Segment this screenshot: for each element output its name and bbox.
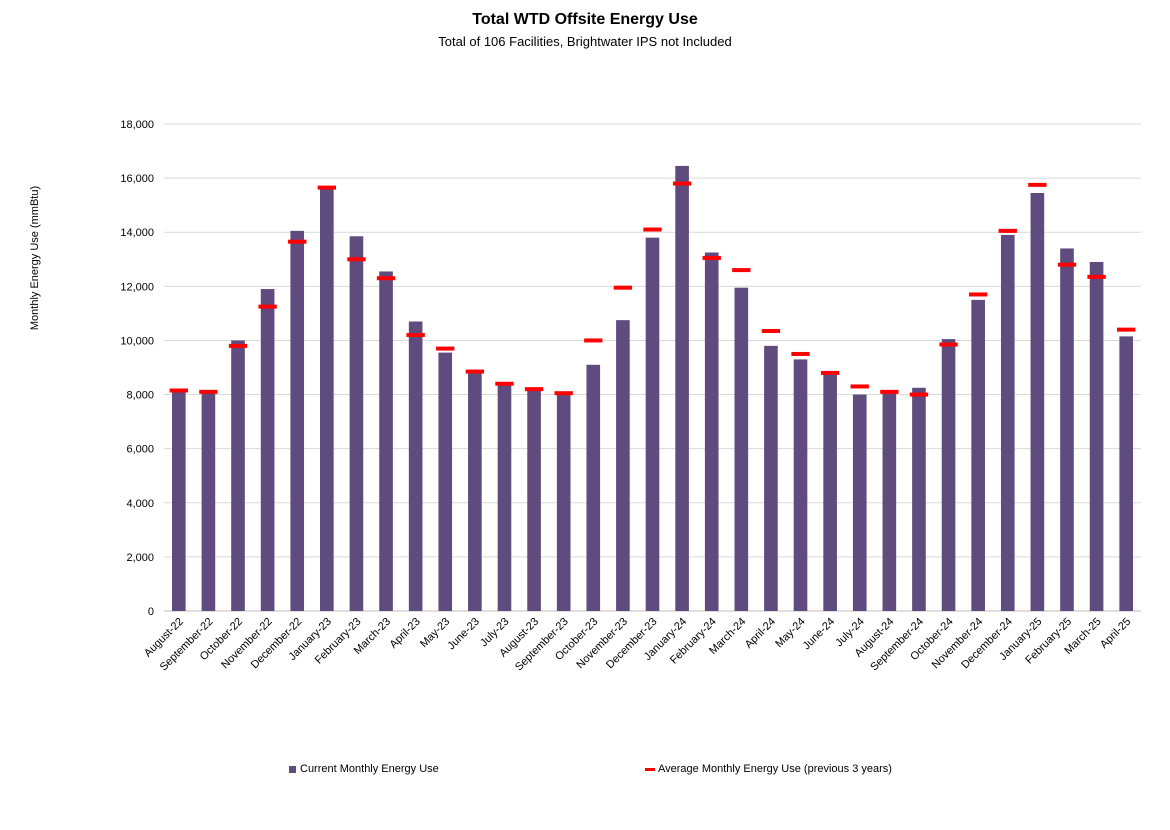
y-tick-label: 18,000 xyxy=(120,119,154,131)
bar-current xyxy=(704,252,719,611)
y-tick-label: 16,000 xyxy=(120,173,154,185)
marker-average xyxy=(761,328,781,333)
marker-average xyxy=(1028,182,1047,187)
bar-current xyxy=(171,390,186,611)
marker-average xyxy=(169,388,188,393)
bar-current xyxy=(231,340,245,611)
x-tick-label: April-23 xyxy=(387,616,422,651)
y-tick-label: 8,000 xyxy=(126,390,154,402)
marker-average xyxy=(288,239,307,244)
marker-average xyxy=(732,268,751,273)
y-tick-label: 12,000 xyxy=(120,281,154,293)
y-tick-label: 0 xyxy=(148,606,154,618)
bar-current xyxy=(1030,192,1045,611)
bar-current xyxy=(616,320,630,611)
marker-average xyxy=(968,292,988,297)
legend-swatch-bar-icon xyxy=(289,765,296,773)
bar-current xyxy=(882,391,897,611)
y-tick-label: 6,000 xyxy=(126,444,154,456)
marker-average xyxy=(228,343,248,348)
marker-average xyxy=(1057,262,1077,267)
marker-average xyxy=(643,227,662,232)
bar-current xyxy=(586,364,601,611)
bar-current xyxy=(260,289,275,611)
marker-average xyxy=(554,391,573,396)
marker-average xyxy=(909,392,929,397)
bar-current xyxy=(852,394,867,611)
bar-current xyxy=(497,383,512,611)
marker-average xyxy=(880,389,899,394)
chart-subtitle: Total of 106 Facilities, Brightwater IPS… xyxy=(438,34,732,49)
bar-series xyxy=(171,165,1134,612)
x-tick-label: June-24 xyxy=(801,616,838,653)
legend-label-average: Average Monthly Energy Use (previous 3 y… xyxy=(658,763,892,775)
marker-average xyxy=(347,257,366,262)
bar-current xyxy=(675,165,689,612)
y-tick-label: 2,000 xyxy=(126,552,154,564)
marker-average xyxy=(436,346,455,351)
marker-average xyxy=(317,185,337,190)
marker-average xyxy=(791,351,810,356)
marker-average xyxy=(495,381,514,386)
legend: Current Monthly Energy Use Average Month… xyxy=(0,763,1170,779)
bar-current xyxy=(1000,234,1015,611)
bar-current xyxy=(1060,248,1074,611)
x-tick-label: April-24 xyxy=(743,616,778,651)
bar-current xyxy=(645,237,660,611)
marker-average xyxy=(584,338,603,343)
x-tick-label: April-25 xyxy=(1098,616,1133,651)
bar-current xyxy=(1089,261,1104,611)
marker-average xyxy=(998,228,1017,233)
bar-current xyxy=(971,299,985,611)
y-tick-label: 10,000 xyxy=(120,335,154,347)
y-tick-label: 4,000 xyxy=(126,498,154,510)
bar-current xyxy=(468,371,482,611)
bar-current xyxy=(408,321,423,611)
bar-current xyxy=(349,236,364,611)
bar-current xyxy=(320,186,334,611)
legend-label-current: Current Monthly Energy Use xyxy=(300,763,439,775)
marker-average xyxy=(376,276,396,281)
marker-average xyxy=(702,255,721,260)
x-tick-label: June-23 xyxy=(445,616,482,653)
legend-item-average: Average Monthly Energy Use (previous 3 y… xyxy=(645,763,892,775)
bar-current xyxy=(556,394,571,611)
marker-average xyxy=(199,389,218,394)
legend-item-current: Current Monthly Energy Use xyxy=(289,763,439,775)
bar-current xyxy=(793,359,808,611)
bar-current xyxy=(823,372,837,611)
average-markers xyxy=(169,181,1136,397)
y-axis-label: Monthly Energy Use (mmBtu) xyxy=(29,186,41,330)
marker-average xyxy=(850,384,869,389)
marker-average xyxy=(465,369,485,374)
marker-average xyxy=(406,333,425,338)
chart-title: Total WTD Offsite Energy Use xyxy=(472,11,698,28)
y-tick-label: 14,000 xyxy=(120,227,154,239)
bar-current xyxy=(734,287,749,611)
marker-average xyxy=(258,304,277,309)
bar-current xyxy=(527,389,541,611)
marker-average xyxy=(1087,274,1106,279)
marker-average xyxy=(820,370,840,375)
x-axis-ticks: August-22September-22October-22November-… xyxy=(142,616,1133,674)
bar-current xyxy=(764,345,778,611)
marker-average xyxy=(1117,327,1136,332)
y-axis-ticks: 0 2,000 4,000 6,000 8,000 10,000 12,000 14,000 1… xyxy=(120,119,154,618)
bar-current xyxy=(290,230,305,611)
marker-average xyxy=(613,285,633,290)
bar-current xyxy=(438,352,453,611)
marker-average xyxy=(939,342,958,347)
bar-current xyxy=(912,387,926,611)
bar-current xyxy=(201,391,216,611)
bar-current xyxy=(941,339,956,611)
marker-average xyxy=(524,387,544,392)
legend-swatch-dash-icon xyxy=(645,767,655,771)
bar-current xyxy=(1119,336,1134,611)
marker-average xyxy=(672,181,692,186)
bar-current xyxy=(379,271,393,611)
